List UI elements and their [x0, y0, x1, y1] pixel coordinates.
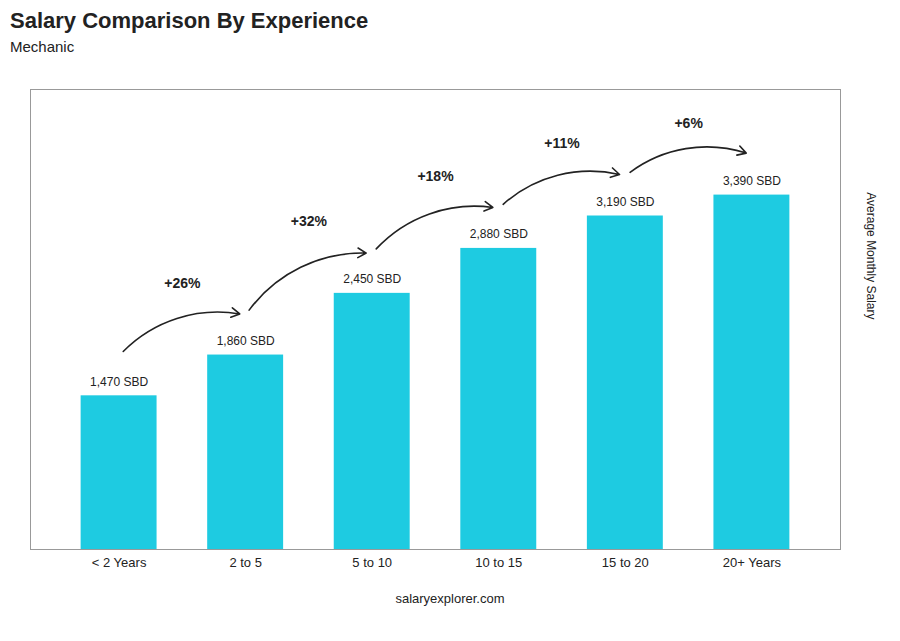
html-text:Mechanic: Mechanic	[10, 38, 75, 55]
svg-text:+32%: +32%	[291, 213, 328, 229]
svg-text:3,190 SBD: 3,190 SBD	[596, 195, 654, 209]
svg-text:20+ Years: 20+ Years	[723, 555, 782, 570]
svg-text:2,880 SBD: 2,880 SBD	[470, 227, 528, 241]
svg-text:5 to 10: 5 to 10	[352, 555, 392, 570]
html-text:Salary Comparison By Experienc: Salary Comparison By Experience	[10, 8, 369, 33]
svg-text:15 to 20: 15 to 20	[602, 555, 649, 570]
svg-text:+6%: +6%	[674, 115, 703, 131]
svg-text:2,450 SBD: 2,450 SBD	[343, 272, 401, 286]
svg-text:10 to 15: 10 to 15	[475, 555, 522, 570]
svg-text:+11%: +11%	[544, 135, 580, 151]
svg-text:3,390 SBD: 3,390 SBD	[723, 174, 781, 188]
html-text:salaryexplorer.com: salaryexplorer.com	[395, 591, 505, 606]
svg-text:< 2 Years: < 2 Years	[92, 555, 147, 570]
svg-text:1,470 SBD: 1,470 SBD	[90, 375, 148, 389]
svg-text:2 to 5: 2 to 5	[229, 555, 262, 570]
svg-text:1,860 SBD: 1,860 SBD	[217, 334, 275, 348]
svg-text:Average Monthly Salary: Average Monthly Salary	[864, 192, 878, 319]
svg-text:+26%: +26%	[164, 275, 201, 291]
svg-text:+18%: +18%	[417, 168, 454, 184]
